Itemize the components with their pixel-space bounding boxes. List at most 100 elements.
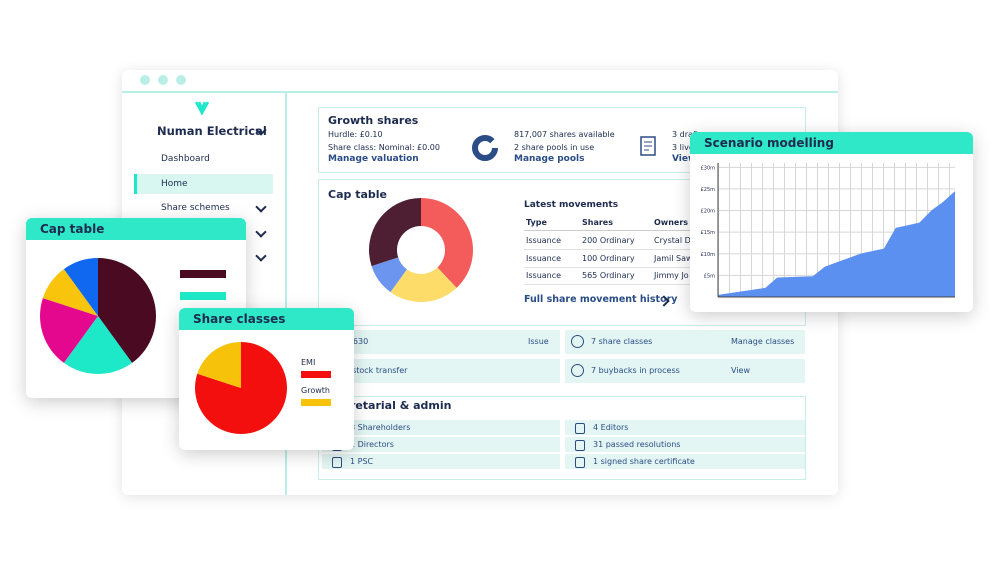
pie-chart (40, 258, 156, 374)
panel-title: Growth shares (328, 114, 419, 127)
y-tick-label: £25m (701, 187, 716, 193)
link[interactable]: Manage pools (514, 154, 585, 164)
link[interactable]: Full share movement history (524, 294, 678, 305)
scenario-popup: Scenario modelling £5m £10m £15m £20m £25m £3… (690, 132, 973, 312)
cell: Issuance (526, 236, 562, 245)
y-tick-label: £20m (701, 209, 716, 215)
icon (575, 440, 585, 451)
cell: Issuance (526, 271, 562, 280)
window-dot (140, 75, 150, 85)
slice (42, 269, 98, 316)
cell: 565 Ordinary (582, 271, 635, 280)
nav-active (134, 174, 273, 194)
column-header: Type (526, 218, 547, 227)
action-link: Issue (528, 337, 549, 346)
slice (98, 258, 156, 363)
scroll-icon (640, 136, 656, 156)
icon (332, 457, 342, 468)
popup-title: Cap table (26, 218, 246, 240)
list-text: 1 signed share certificate (593, 457, 695, 466)
rule (524, 249, 694, 250)
list-cell (322, 420, 560, 435)
table-title: Latest movements (524, 200, 619, 210)
slice (421, 198, 473, 288)
slice (390, 267, 457, 302)
list-text: 31 passed resolutions (593, 440, 681, 449)
action-cell (565, 359, 805, 383)
link[interactable]: Manage valuation (328, 154, 419, 164)
panel-title: Cap table (328, 188, 387, 201)
action-cell (322, 359, 560, 383)
cell: Crystal De (654, 236, 696, 245)
info: 3 drafts (672, 130, 703, 139)
y-tick-label: £10m (701, 252, 716, 258)
list-cell (322, 454, 560, 469)
nav-item[interactable]: Home (161, 179, 188, 189)
list-text: 1 PSC (350, 457, 374, 466)
legend-label: Growth (301, 386, 330, 395)
cell: Jamil Saw (654, 253, 693, 263)
divider (122, 91, 838, 93)
action-text: 7 share classes (591, 337, 653, 346)
list-cell (565, 454, 805, 469)
icon (575, 423, 585, 434)
company[interactable]: Numan Electrical (157, 124, 267, 138)
legend-swatch (180, 270, 226, 278)
icon (575, 457, 585, 468)
legend-label: EMI (301, 358, 316, 367)
y-tick-label: £15m (701, 230, 716, 236)
legend-swatch (301, 371, 331, 378)
action-cell (322, 330, 560, 354)
rule (524, 230, 694, 231)
nav-item[interactable]: Dashboard (161, 154, 210, 164)
action-link: View (731, 366, 750, 375)
legend-swatch (301, 399, 331, 406)
action-text: Start stock transfer (330, 366, 408, 375)
rule (524, 284, 694, 285)
cell: 100 Ordinary (582, 253, 635, 263)
icon (571, 335, 584, 348)
column-header: Owners (654, 218, 689, 227)
popup-title: Share classes (179, 308, 354, 330)
icon (571, 364, 584, 377)
action-text: 7 buybacks in process (591, 366, 680, 375)
column-header: Shares (582, 218, 613, 227)
action-link: Manage classes (731, 337, 795, 346)
y-tick-label: £5m (704, 273, 715, 279)
list-cell (565, 420, 805, 435)
link[interactable]: View (672, 154, 697, 164)
nav-item[interactable]: Share schemes (161, 203, 230, 213)
donut-icon (472, 135, 498, 161)
legend-swatch (180, 292, 226, 300)
info: 2 share pools in use (514, 143, 595, 152)
info: Share class: Nominal: £0.00 (328, 143, 440, 152)
list-cell (565, 437, 805, 452)
list-text: 8 Shareholders (350, 423, 411, 432)
slice (63, 316, 133, 374)
info: Hurdle: £0.10 (328, 130, 383, 139)
area (718, 191, 955, 297)
donut-chart (369, 198, 473, 302)
action-cell (565, 330, 805, 354)
cell: 200 Ordinary (582, 236, 635, 245)
window-dot (176, 75, 186, 85)
logo (194, 101, 210, 116)
slice (371, 257, 407, 293)
popup-title: Scenario modelling (690, 132, 973, 154)
slice (369, 198, 421, 267)
y-tick-label: £30m (701, 165, 716, 171)
list-text: 4 Editors (593, 423, 629, 432)
cell: Issuance (526, 253, 562, 263)
slice (63, 258, 98, 316)
slice (197, 342, 241, 388)
window-dot (158, 75, 168, 85)
cell: Jimmy Jo (654, 271, 689, 280)
rule (524, 266, 694, 268)
list-text: 1 Directors (350, 440, 394, 449)
share-classes-popup: Share classes EMI Growth (179, 308, 354, 450)
info: 3 live (672, 143, 694, 152)
panel-title: Secretarial & admin (328, 399, 452, 412)
divider (285, 92, 287, 495)
list-cell (322, 437, 560, 452)
